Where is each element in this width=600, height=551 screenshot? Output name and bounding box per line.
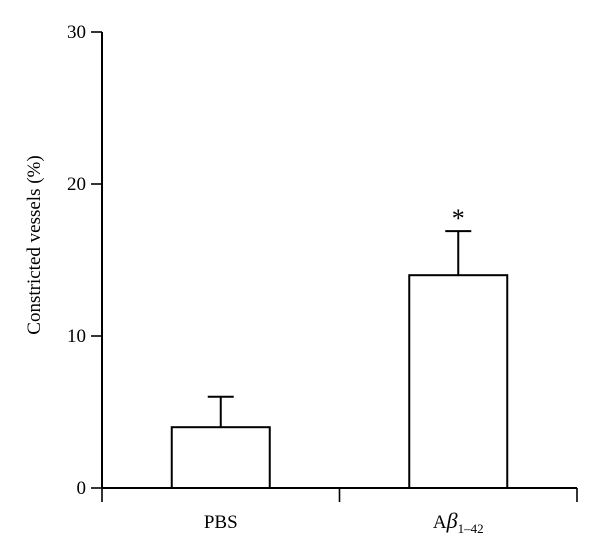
y-axis: 0 10 20 30 bbox=[67, 22, 103, 499]
bar bbox=[170, 426, 271, 490]
y-tick-label: 0 bbox=[77, 478, 87, 499]
y-tick-label: 20 bbox=[67, 174, 86, 195]
x-axis: PBS Aβ1–42 bbox=[101, 487, 578, 536]
significance-marker: * bbox=[452, 204, 465, 233]
error-bars bbox=[207, 230, 472, 428]
y-tick-label: 30 bbox=[67, 22, 86, 43]
bar bbox=[408, 274, 509, 490]
bars bbox=[170, 274, 509, 490]
y-tick-label: 10 bbox=[67, 326, 86, 347]
x-tick-label: PBS bbox=[204, 512, 238, 533]
x-tick-label: Aβ1–42 bbox=[433, 508, 484, 536]
y-axis-label: Constricted vessels (%) bbox=[24, 155, 45, 334]
annotations: * bbox=[452, 204, 465, 233]
